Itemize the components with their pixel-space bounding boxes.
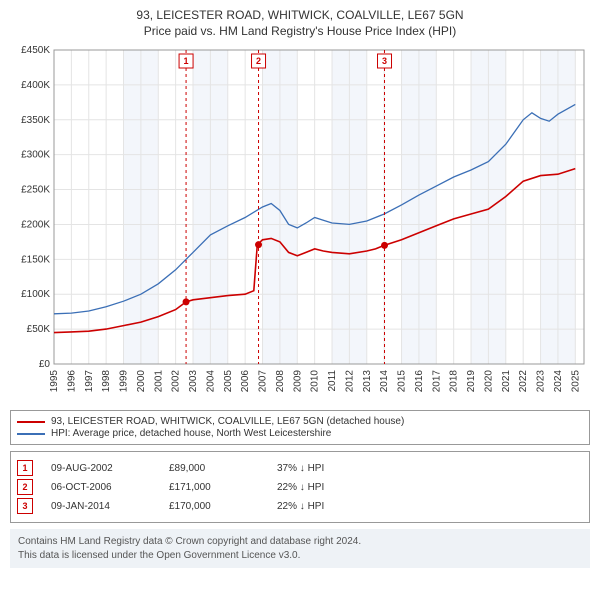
- legend: 93, LEICESTER ROAD, WHITWICK, COALVILLE,…: [10, 410, 590, 445]
- x-tick-label: 2011: [327, 370, 338, 392]
- chart-svg: £0 £50K £100K £150K £200K £250K £300K £350K £400…: [8, 44, 592, 404]
- x-tick-label: 2016: [414, 370, 425, 393]
- transaction-row: 1 09-AUG-2002 £89,000 37% ↓ HPI: [17, 460, 583, 476]
- transactions-block: 1 09-AUG-2002 £89,000 37% ↓ HPI 2 06-OCT-2006…: [10, 451, 590, 523]
- x-tick-label: 2025: [570, 370, 581, 393]
- transaction-marker: 3: [17, 498, 33, 514]
- transaction-marker: 1: [17, 460, 33, 476]
- x-tick-label: 2015: [397, 370, 408, 393]
- x-tick-label: 2017: [431, 370, 442, 393]
- x-tick-label: 2024: [553, 370, 564, 393]
- transaction-date: 09-AUG-2002: [51, 463, 151, 474]
- transaction-row: 2 06-OCT-2006 £171,000 22% ↓ HPI: [17, 479, 583, 495]
- x-tick-label: 1997: [84, 370, 95, 393]
- y-tick-label: £400K: [21, 80, 50, 91]
- event-marker-number: 3: [382, 56, 387, 66]
- x-tick-label: 1998: [101, 370, 112, 393]
- x-tick-label: 2020: [483, 370, 494, 393]
- legend-swatch: [17, 433, 45, 435]
- x-tick-label: 2002: [171, 370, 182, 393]
- transaction-price: £89,000: [169, 463, 259, 474]
- y-tick-label: £250K: [21, 185, 50, 196]
- x-tick-label: 2008: [275, 370, 286, 393]
- x-tick-label: 2006: [240, 370, 251, 393]
- transaction-delta: 22% ↓ HPI: [277, 482, 367, 493]
- event-marker-dot: [255, 241, 262, 248]
- x-tick-label: 2009: [292, 370, 303, 393]
- x-tick-label: 2001: [153, 370, 164, 393]
- transaction-row: 3 09-JAN-2014 £170,000 22% ↓ HPI: [17, 498, 583, 514]
- x-tick-label: 2010: [310, 370, 321, 393]
- event-marker-number: 1: [184, 56, 189, 66]
- transaction-date: 06-OCT-2006: [51, 482, 151, 493]
- transaction-delta: 37% ↓ HPI: [277, 463, 367, 474]
- x-tick-label: 2003: [188, 370, 199, 393]
- x-tick-label: 2005: [223, 370, 234, 393]
- chart-container: 93, LEICESTER ROAD, WHITWICK, COALVILLE,…: [0, 0, 600, 576]
- y-tick-label: £350K: [21, 115, 50, 126]
- event-marker-number: 2: [256, 56, 261, 66]
- event-marker-dot: [183, 298, 190, 305]
- x-tick-label: 2000: [136, 370, 147, 393]
- transaction-date: 09-JAN-2014: [51, 501, 151, 512]
- legend-row: 93, LEICESTER ROAD, WHITWICK, COALVILLE,…: [17, 416, 583, 427]
- x-tick-label: 2014: [379, 370, 390, 393]
- x-tick-label: 2012: [344, 370, 355, 393]
- event-marker-dot: [381, 242, 388, 249]
- transaction-price: £171,000: [169, 482, 259, 493]
- y-tick-label: £300K: [21, 150, 50, 161]
- legend-label: HPI: Average price, detached house, Nort…: [51, 428, 331, 439]
- transaction-delta: 22% ↓ HPI: [277, 501, 367, 512]
- legend-label: 93, LEICESTER ROAD, WHITWICK, COALVILLE,…: [51, 416, 404, 427]
- x-tick-label: 2023: [536, 370, 547, 393]
- x-tick-label: 2004: [205, 370, 216, 393]
- legend-row: HPI: Average price, detached house, Nort…: [17, 428, 583, 439]
- y-tick-label: £200K: [21, 219, 50, 230]
- y-tick-label: £0: [39, 359, 51, 370]
- x-tick-label: 1996: [66, 370, 77, 393]
- y-tick-label: £50K: [27, 324, 51, 335]
- chart-subtitle: Price paid vs. HM Land Registry's House …: [8, 24, 592, 38]
- x-tick-label: 2013: [362, 370, 373, 393]
- footer-line-1: Contains HM Land Registry data © Crown c…: [18, 535, 582, 549]
- attribution-footer: Contains HM Land Registry data © Crown c…: [10, 529, 590, 568]
- legend-swatch: [17, 421, 45, 423]
- x-tick-label: 2022: [518, 370, 529, 393]
- y-tick-label: £150K: [21, 254, 50, 265]
- y-tick-label: £450K: [21, 45, 50, 56]
- x-tick-label: 1999: [119, 370, 130, 393]
- chart-titles: 93, LEICESTER ROAD, WHITWICK, COALVILLE,…: [8, 8, 592, 38]
- footer-line-2: This data is licensed under the Open Gov…: [18, 549, 582, 563]
- x-tick-label: 2018: [449, 370, 460, 393]
- x-tick-label: 2021: [501, 370, 512, 393]
- chart-plot: £0 £50K £100K £150K £200K £250K £300K £350K £400…: [8, 44, 592, 404]
- x-tick-label: 2019: [466, 370, 477, 393]
- transaction-price: £170,000: [169, 501, 259, 512]
- x-tick-label: 1995: [49, 370, 60, 393]
- transaction-marker: 2: [17, 479, 33, 495]
- x-tick-label: 2007: [258, 370, 269, 393]
- y-tick-label: £100K: [21, 289, 50, 300]
- chart-title: 93, LEICESTER ROAD, WHITWICK, COALVILLE,…: [8, 8, 592, 22]
